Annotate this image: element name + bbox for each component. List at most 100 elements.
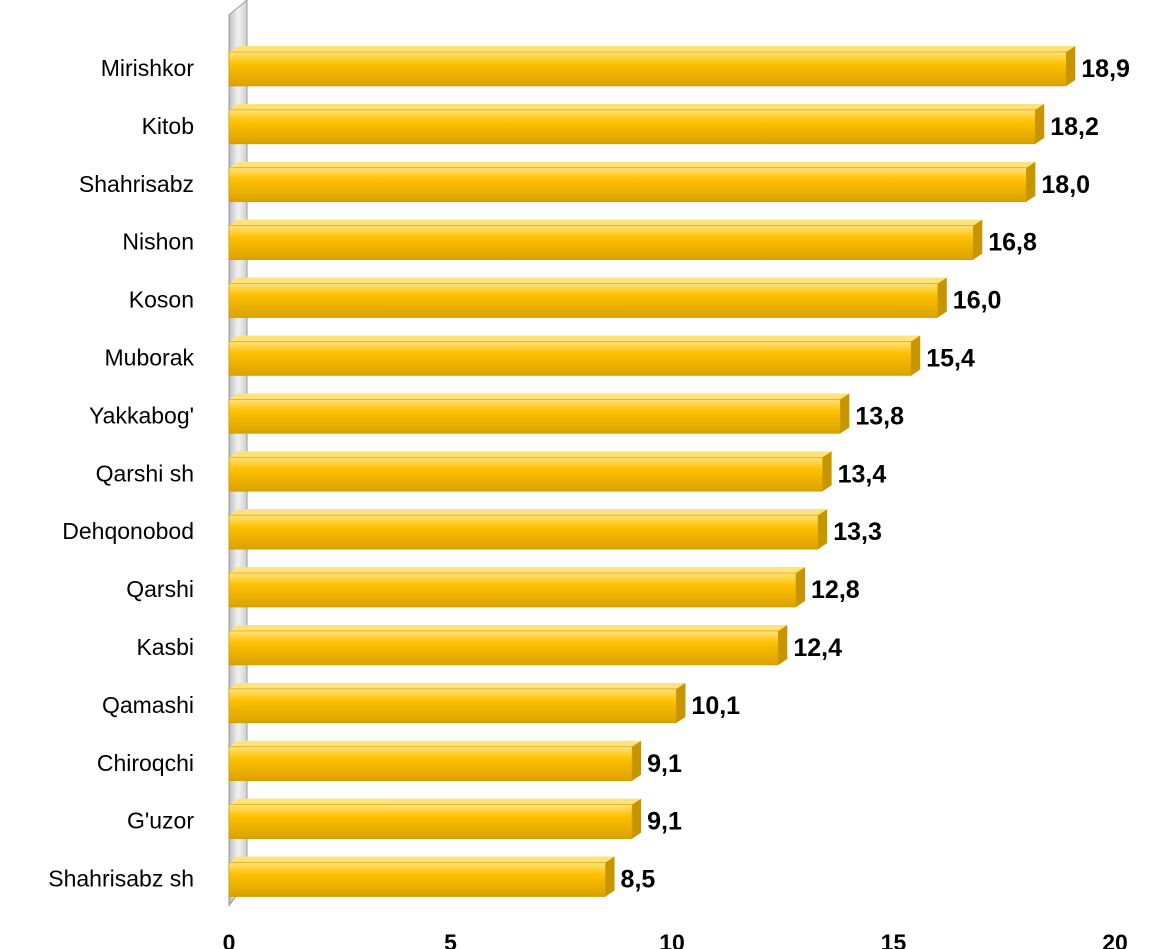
bar-end-face: [676, 682, 686, 723]
bar-mirishkor: [228, 45, 1076, 87]
bar-end-face: [840, 393, 850, 434]
category-label-shahrisabz: Shahrisabz: [79, 171, 194, 197]
bar-top-face: [229, 161, 1036, 168]
bar-end-face: [778, 624, 788, 665]
bar-top-face: [229, 682, 686, 689]
category-label-mirishkor: Mirishkor: [101, 55, 195, 81]
bar-front-face: [228, 399, 841, 434]
x-tick-label: 20: [1102, 930, 1128, 949]
bar-top-face: [229, 740, 642, 747]
category-label-kasbi: Kasbi: [136, 634, 194, 660]
bar-shahrisabz-sh: [228, 856, 615, 897]
bar-front-face: [228, 283, 939, 318]
bar-g-uzor: [228, 798, 642, 839]
bar-front-face: [228, 456, 823, 492]
bar-kasbi: [228, 624, 788, 666]
bar-end-face: [632, 798, 642, 839]
category-label-yakkabog: Yakkabog': [89, 402, 194, 428]
bar-dehqonobod: [228, 509, 828, 550]
bar-front-face: [228, 341, 912, 376]
bar-front-face: [228, 225, 974, 260]
bar-end-face: [973, 219, 983, 260]
value-label-dehqonobod: 13,3: [833, 518, 882, 546]
value-label-muborak: 15,4: [926, 344, 975, 372]
bar-top-face: [229, 277, 947, 284]
bar-end-face: [1035, 103, 1045, 144]
x-tick-label: 15: [881, 930, 907, 949]
bar-top-face: [229, 335, 921, 342]
bar-top-face: [229, 393, 850, 400]
bar-front-face: [228, 167, 1027, 203]
bar-front-face: [228, 688, 677, 724]
bar-muborak: [228, 335, 921, 376]
x-tick-label: 0: [223, 930, 236, 949]
value-label-g-uzor: 9,1: [647, 808, 682, 836]
value-label-qarshi: 12,8: [811, 576, 860, 604]
category-label-kitob: Kitob: [142, 113, 194, 139]
value-label-shahrisabz: 18,0: [1041, 171, 1090, 199]
bar-kitob: [228, 103, 1045, 145]
bar-top-face: [229, 219, 983, 226]
bar-front-face: [228, 746, 633, 782]
value-label-qamashi: 10,1: [691, 692, 740, 720]
bar-front-face: [228, 862, 606, 897]
value-label-nishon: 16,8: [988, 229, 1037, 257]
labels-group: Mirishkor 18,9 Kitob 18,2 Shahrisabz 18,0 Nish…: [48, 55, 1130, 894]
category-label-muborak: Muborak: [105, 344, 195, 370]
category-label-qamashi: Qamashi: [102, 692, 194, 718]
bar-koson: [228, 277, 947, 318]
bar-yakkabog: [228, 393, 850, 434]
bar-end-face: [911, 335, 921, 376]
wall-floor-edge: [228, 899, 234, 906]
bar-front-face: [228, 630, 779, 666]
category-label-koson: Koson: [129, 287, 194, 313]
bar-top-face: [229, 509, 828, 516]
bar-end-face: [822, 451, 832, 492]
bar-chiroqchi: [228, 740, 642, 782]
category-label-dehqonobod: Dehqonobod: [62, 518, 194, 544]
bar-front-face: [228, 514, 819, 550]
bar-end-face: [1026, 161, 1036, 202]
value-label-mirishkor: 18,9: [1081, 55, 1130, 83]
bar-end-face: [937, 277, 947, 318]
bar-qarshi-sh: [228, 451, 832, 492]
bar-end-face: [796, 567, 806, 608]
value-label-yakkabog: 13,8: [855, 402, 904, 430]
category-label-nishon: Nishon: [122, 229, 194, 255]
x-axis: 0 5 10 15 20: [223, 930, 1128, 949]
bar-end-face: [1066, 45, 1076, 86]
bar-shahrisabz: [228, 161, 1036, 203]
bar-top-face: [229, 103, 1045, 110]
bar-top-face: [229, 856, 615, 863]
bar-front-face: [228, 804, 633, 839]
bar-nishon: [228, 219, 983, 260]
category-label-qarshi: Qarshi: [126, 576, 194, 602]
bar-end-face: [632, 740, 642, 781]
category-label-chiroqchi: Chiroqchi: [97, 750, 194, 776]
bar-top-face: [229, 798, 642, 805]
bar-top-face: [229, 45, 1076, 52]
bar-end-face: [818, 509, 828, 550]
bar-top-face: [229, 451, 832, 458]
bar-front-face: [228, 51, 1067, 87]
value-label-koson: 16,0: [953, 287, 1002, 315]
bar-end-face: [605, 856, 615, 897]
x-tick-label: 5: [444, 930, 457, 949]
value-label-chiroqchi: 9,1: [647, 750, 682, 778]
bar-qamashi: [228, 682, 686, 724]
bar-front-face: [228, 109, 1036, 145]
value-label-shahrisabz-sh: 8,5: [621, 866, 656, 894]
value-label-kasbi: 12,4: [793, 634, 842, 662]
x-tick-label: 10: [659, 930, 685, 949]
bars-group: [228, 45, 1076, 897]
category-label-g-uzor: G'uzor: [127, 808, 194, 834]
bar-front-face: [228, 572, 797, 608]
category-label-qarshi-sh: Qarshi sh: [96, 460, 194, 486]
bar-qarshi: [228, 567, 806, 608]
category-label-shahrisabz-sh: Shahrisabz sh: [48, 866, 194, 892]
bar-top-face: [229, 624, 788, 631]
value-label-qarshi-sh: 13,4: [838, 460, 887, 488]
value-label-kitob: 18,2: [1050, 113, 1099, 141]
bar-top-face: [229, 567, 806, 574]
